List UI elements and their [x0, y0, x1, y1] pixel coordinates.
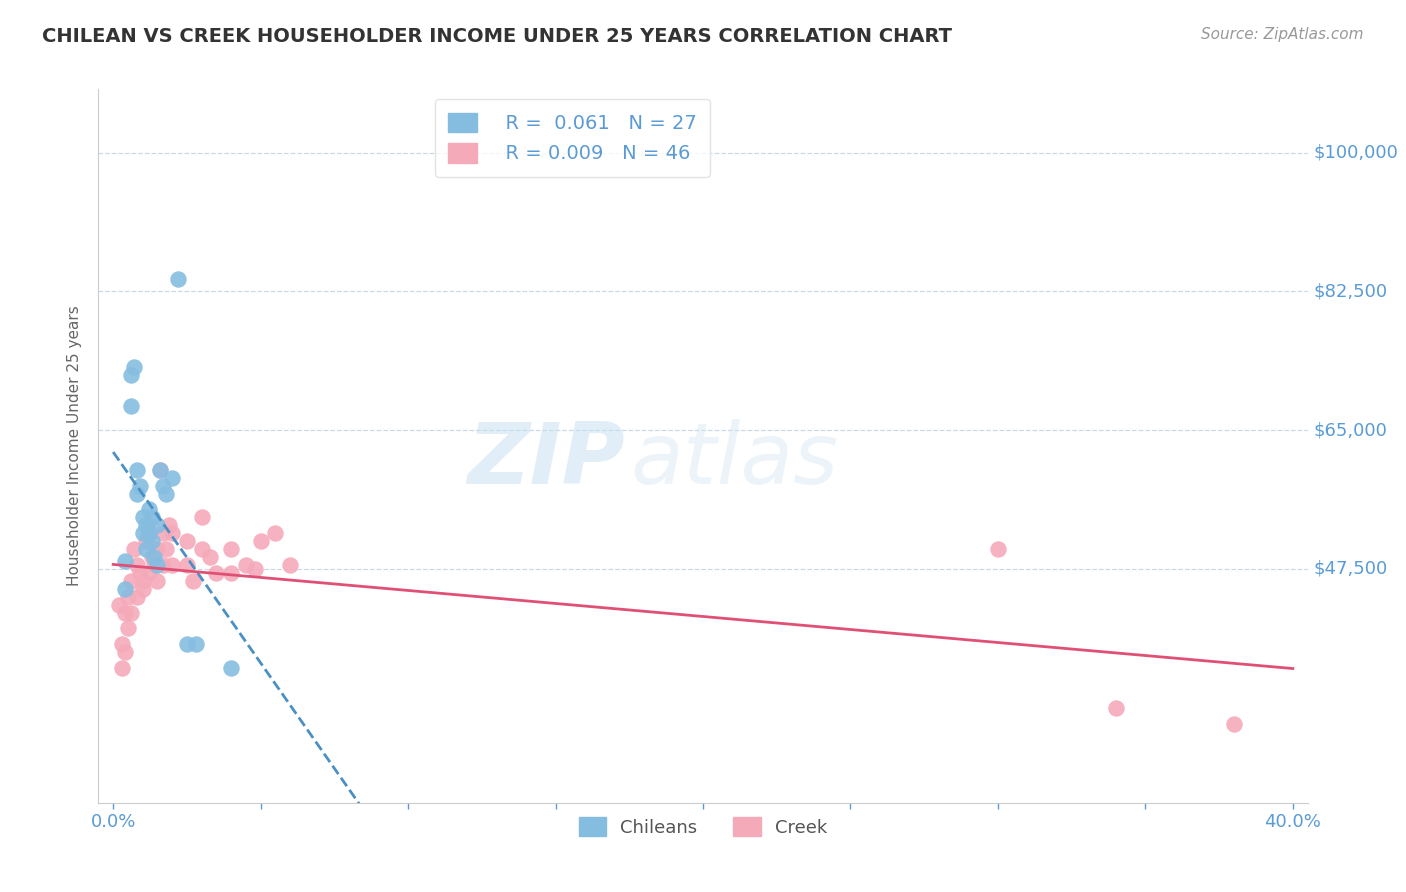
Point — [135, 534, 157, 549]
Text: ZIP: ZIP — [467, 418, 624, 502]
Point — [138, 526, 160, 541]
Point — [146, 518, 169, 533]
Point — [219, 661, 242, 675]
Point — [205, 566, 228, 580]
Point — [167, 272, 190, 286]
Point — [125, 558, 148, 572]
Point — [138, 502, 160, 516]
Point — [131, 510, 153, 524]
Point — [184, 637, 207, 651]
Point — [146, 558, 169, 572]
Text: $47,500: $47,500 — [1313, 560, 1388, 578]
Point — [143, 549, 166, 564]
Text: atlas: atlas — [630, 418, 838, 502]
Point — [155, 486, 177, 500]
Point — [278, 558, 301, 572]
Point — [152, 558, 174, 572]
Point — [120, 400, 142, 414]
Point — [111, 637, 134, 651]
Point — [176, 534, 198, 549]
Point — [176, 558, 198, 572]
Point — [135, 518, 157, 533]
Text: CHILEAN VS CREEK HOUSEHOLDER INCOME UNDER 25 YEARS CORRELATION CHART: CHILEAN VS CREEK HOUSEHOLDER INCOME UNDE… — [42, 27, 952, 45]
Point — [219, 542, 242, 557]
Point — [117, 621, 139, 635]
Point — [181, 574, 204, 588]
Point — [125, 486, 148, 500]
Point — [149, 463, 172, 477]
Point — [111, 661, 134, 675]
Point — [131, 582, 153, 596]
Point — [149, 463, 172, 477]
Point — [176, 637, 198, 651]
Point — [108, 598, 131, 612]
Point — [190, 510, 212, 524]
Point — [141, 549, 163, 564]
Point — [987, 542, 1010, 557]
Point — [219, 566, 242, 580]
Point — [122, 542, 145, 557]
Point — [114, 645, 136, 659]
Point — [120, 368, 142, 382]
Point — [114, 554, 136, 568]
Point — [122, 359, 145, 374]
Point — [138, 526, 160, 541]
Y-axis label: Householder Income Under 25 years: Householder Income Under 25 years — [66, 306, 82, 586]
Point — [125, 590, 148, 604]
Point — [160, 558, 183, 572]
Point — [117, 590, 139, 604]
Point — [131, 526, 153, 541]
Point — [125, 463, 148, 477]
Point — [141, 534, 163, 549]
Point — [152, 478, 174, 492]
Point — [141, 510, 163, 524]
Point — [249, 534, 271, 549]
Point — [120, 574, 142, 588]
Point — [200, 549, 222, 564]
Point — [157, 518, 180, 533]
Point — [131, 574, 153, 588]
Text: $82,500: $82,500 — [1313, 283, 1388, 301]
Point — [235, 558, 257, 572]
Point — [152, 526, 174, 541]
Legend: Chileans, Creek: Chileans, Creek — [571, 810, 835, 844]
Point — [114, 582, 136, 596]
Point — [160, 471, 183, 485]
Point — [264, 526, 287, 541]
Point — [146, 542, 169, 557]
Point — [243, 562, 266, 576]
Point — [190, 542, 212, 557]
Point — [128, 566, 150, 580]
Point — [146, 574, 169, 588]
Point — [143, 558, 166, 572]
Text: $100,000: $100,000 — [1313, 144, 1399, 161]
Point — [135, 542, 157, 557]
Point — [120, 606, 142, 620]
Point — [114, 606, 136, 620]
Point — [138, 566, 160, 580]
Point — [1223, 716, 1246, 731]
Point — [160, 526, 183, 541]
Text: Source: ZipAtlas.com: Source: ZipAtlas.com — [1201, 27, 1364, 42]
Point — [128, 478, 150, 492]
Point — [1105, 700, 1128, 714]
Text: $65,000: $65,000 — [1313, 421, 1388, 439]
Point — [155, 542, 177, 557]
